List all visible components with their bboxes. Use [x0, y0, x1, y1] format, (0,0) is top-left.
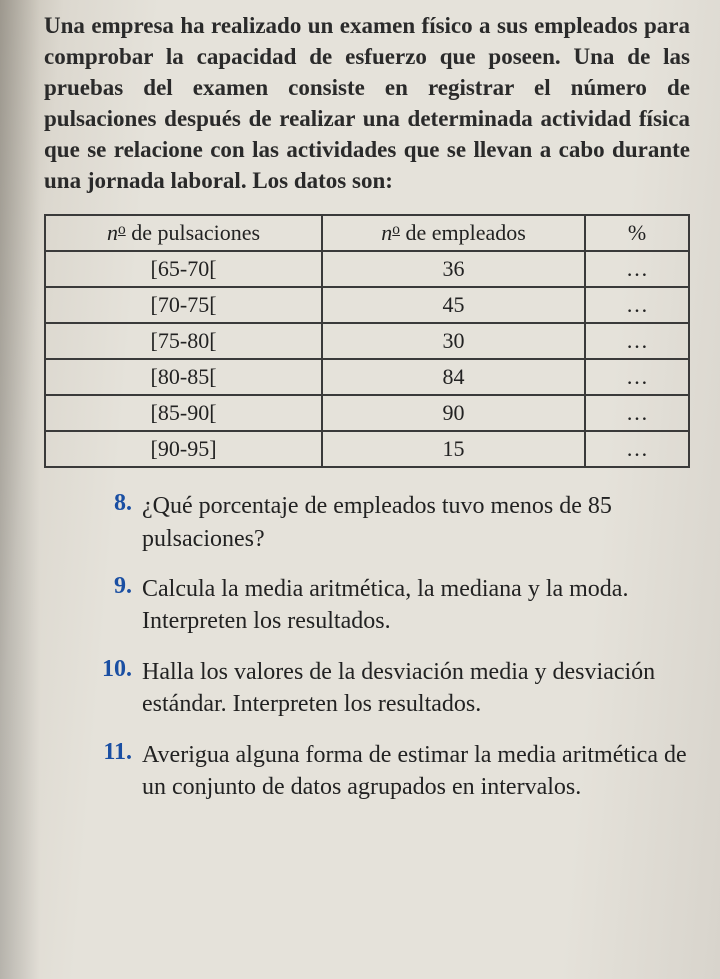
cell-range: [85-90[ — [45, 395, 322, 431]
cell-count: 45 — [322, 287, 585, 323]
cell-range: [90-95] — [45, 431, 322, 467]
table-row: [80-85[ 84 … — [45, 359, 689, 395]
col-header-pulsaciones: no de pulsaciones — [45, 215, 322, 251]
question-item: 10. Halla los valores de la desviación m… — [90, 656, 690, 721]
cell-count: 36 — [322, 251, 585, 287]
table-row: [70-75[ 45 … — [45, 287, 689, 323]
question-number: 10. — [90, 656, 142, 683]
table-row: [85-90[ 90 … — [45, 395, 689, 431]
table-row: [65-70[ 36 … — [45, 251, 689, 287]
n-italic-2: n — [381, 220, 392, 245]
table-body: [65-70[ 36 … [70-75[ 45 … [75-80[ 30 … [… — [45, 251, 689, 467]
cell-pct: … — [585, 251, 689, 287]
ord-sup-1: o — [118, 221, 126, 238]
cell-count: 15 — [322, 431, 585, 467]
cell-range: [65-70[ — [45, 251, 322, 287]
cell-count: 30 — [322, 323, 585, 359]
question-text: Averigua alguna forma de estimar la medi… — [142, 739, 690, 804]
cell-range: [75-80[ — [45, 323, 322, 359]
cell-range: [70-75[ — [45, 287, 322, 323]
page-shadow — [0, 0, 40, 979]
question-number: 11. — [90, 739, 142, 766]
question-number: 8. — [90, 490, 142, 517]
question-text: ¿Qué porcentaje de empleados tuvo menos … — [142, 490, 690, 555]
question-text: Calcula la media aritmética, la mediana … — [142, 573, 690, 638]
table-row: [75-80[ 30 … — [45, 323, 689, 359]
page-root: Una empresa ha realizado un examen físic… — [0, 0, 720, 979]
col2-rest: de empleados — [400, 220, 526, 245]
table-head: no de pulsaciones no de empleados % — [45, 215, 689, 251]
col-header-empleados: no de empleados — [322, 215, 585, 251]
questions-list: 8. ¿Qué porcentaje de empleados tuvo men… — [44, 490, 690, 803]
intro-paragraph: Una empresa ha realizado un examen físic… — [44, 10, 690, 196]
pulse-table: no de pulsaciones no de empleados % [65-… — [44, 214, 690, 468]
question-item: 9. Calcula la media aritmética, la media… — [90, 573, 690, 638]
cell-pct: … — [585, 287, 689, 323]
question-number: 9. — [90, 573, 142, 600]
cell-count: 90 — [322, 395, 585, 431]
table-header-row: no de pulsaciones no de empleados % — [45, 215, 689, 251]
question-text: Halla los valores de la desviación media… — [142, 656, 690, 721]
question-item: 8. ¿Qué porcentaje de empleados tuvo men… — [90, 490, 690, 555]
cell-pct: … — [585, 431, 689, 467]
cell-pct: … — [585, 395, 689, 431]
cell-range: [80-85[ — [45, 359, 322, 395]
cell-pct: … — [585, 359, 689, 395]
n-italic-1: n — [107, 220, 118, 245]
col-header-percent: % — [585, 215, 689, 251]
col1-rest: de pulsaciones — [126, 220, 260, 245]
cell-count: 84 — [322, 359, 585, 395]
table-row: [90-95] 15 … — [45, 431, 689, 467]
question-item: 11. Averigua alguna forma de estimar la … — [90, 739, 690, 804]
cell-pct: … — [585, 323, 689, 359]
ord-sup-2: o — [392, 221, 400, 238]
